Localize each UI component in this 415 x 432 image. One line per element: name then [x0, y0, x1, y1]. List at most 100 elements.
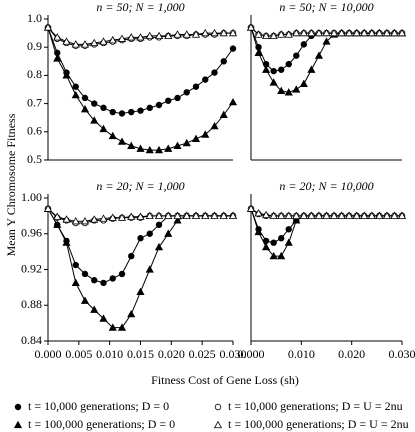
marker [228, 211, 238, 219]
marker [164, 211, 173, 219]
y-tick-label: 0.92 [21, 261, 42, 275]
panel-title: n = 50; N = 1,000 [96, 0, 184, 14]
marker [352, 211, 361, 219]
marker [285, 226, 292, 233]
marker [127, 212, 136, 220]
marker [322, 211, 331, 219]
marker [277, 30, 286, 38]
marker [91, 277, 98, 284]
marker [71, 278, 80, 287]
marker [307, 211, 316, 219]
marker [43, 23, 53, 31]
x-tick-label: 0.000 [238, 347, 265, 361]
marker [210, 121, 219, 130]
x-tick-label: 0.010 [96, 347, 123, 361]
panel-title: n = 50; N = 10,000 [279, 0, 373, 14]
marker [322, 37, 331, 45]
marker [165, 97, 172, 104]
marker [71, 217, 80, 225]
marker [118, 110, 126, 117]
marker [262, 31, 271, 40]
marker [62, 238, 71, 246]
marker [220, 58, 227, 65]
legend-marker [13, 420, 23, 429]
marker [269, 31, 278, 40]
marker [90, 38, 99, 47]
y-axis-title: Mean Y Chromosome Fitness [4, 113, 18, 256]
marker [108, 213, 117, 221]
y-tick-label: 0.8 [27, 67, 42, 81]
marker [145, 265, 154, 273]
y-tick-label: 0.96 [21, 226, 42, 240]
marker [53, 212, 62, 220]
y-tick-label: 0.88 [21, 297, 42, 311]
marker [284, 88, 293, 96]
marker [375, 28, 384, 37]
marker [337, 211, 346, 219]
marker [173, 211, 182, 219]
marker [127, 33, 136, 41]
marker [182, 30, 191, 38]
marker [164, 144, 173, 152]
marker [254, 208, 263, 217]
marker [100, 279, 107, 287]
marker [53, 220, 62, 228]
marker [299, 211, 308, 219]
marker [173, 216, 182, 224]
marker [219, 28, 228, 37]
marker [145, 211, 154, 219]
y-tick-label: 1.00 [21, 190, 42, 204]
marker [219, 110, 228, 118]
marker [352, 28, 361, 37]
marker [136, 33, 145, 41]
marker [191, 134, 201, 142]
marker [314, 28, 324, 37]
marker [128, 108, 135, 116]
marker [345, 28, 354, 37]
y-tick-label: 1.0 [27, 11, 42, 25]
marker [127, 141, 136, 150]
marker [174, 94, 181, 102]
marker [210, 211, 219, 219]
marker [246, 23, 256, 31]
marker [314, 211, 324, 219]
marker [146, 230, 153, 237]
x-tick-label: 0.015 [127, 347, 154, 361]
marker [219, 211, 228, 219]
marker [108, 131, 117, 140]
marker [137, 107, 144, 114]
marker [228, 97, 238, 106]
marker [72, 83, 79, 90]
marker [108, 35, 117, 44]
marker [307, 65, 316, 73]
marker [277, 251, 286, 260]
legend-label: t = 10,000 generations; D = U = 2nu [228, 399, 403, 413]
marker [164, 31, 173, 40]
marker [43, 204, 53, 212]
marker [337, 28, 346, 37]
marker [80, 40, 90, 48]
marker [90, 215, 99, 223]
marker [182, 138, 191, 147]
legend-marker [213, 420, 223, 429]
marker [262, 210, 271, 219]
marker [322, 28, 331, 37]
marker [285, 60, 292, 68]
y-tick-label: 0.84 [21, 333, 42, 347]
marker [367, 211, 376, 219]
marker [360, 211, 369, 219]
marker [254, 227, 263, 236]
marker [202, 76, 209, 83]
marker [80, 217, 90, 225]
marker [284, 211, 293, 219]
marker [109, 275, 116, 282]
x-tick-label: 0.005 [65, 347, 92, 361]
marker [53, 33, 62, 41]
marker [80, 296, 90, 304]
marker [145, 31, 154, 40]
x-tick-label: 0.025 [189, 347, 216, 361]
marker [307, 28, 316, 37]
marker [269, 211, 278, 219]
marker [117, 137, 127, 145]
